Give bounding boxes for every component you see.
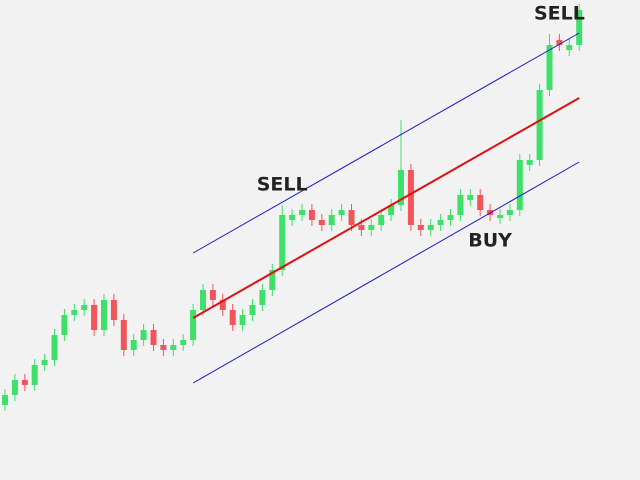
candle-body	[269, 270, 276, 290]
candle-body	[11, 380, 18, 395]
candle-body	[180, 340, 187, 345]
candle-body	[229, 310, 236, 325]
candle-body	[516, 160, 523, 210]
candle-body	[318, 220, 325, 225]
candle-body	[477, 195, 484, 210]
candle-body	[120, 320, 127, 350]
candle-body	[299, 210, 305, 215]
channel-line	[192, 161, 580, 384]
candle-body	[497, 215, 503, 218]
annotation: SELL	[534, 3, 585, 25]
candle-body	[31, 365, 38, 385]
candle-body	[219, 300, 226, 310]
candle-body	[388, 205, 395, 215]
candle-body	[348, 210, 355, 225]
candle-body	[328, 215, 335, 225]
candle-body	[467, 195, 474, 200]
candle-body	[170, 345, 177, 350]
candle-body	[566, 45, 573, 50]
candle-body	[81, 305, 88, 310]
candle-body	[506, 210, 513, 215]
candle-body	[71, 310, 78, 315]
candle-body	[150, 330, 157, 345]
candle-body	[130, 340, 137, 350]
annotation: SELL	[257, 174, 308, 196]
candle-body	[21, 380, 28, 385]
candle-body	[417, 225, 424, 230]
channel-line	[192, 32, 580, 254]
candle-body	[546, 45, 553, 90]
candle-body	[437, 220, 444, 225]
candle-body	[140, 330, 147, 340]
candle-body	[249, 305, 256, 315]
candle-body	[427, 225, 434, 230]
candle-body	[368, 225, 375, 230]
candle-body	[338, 210, 345, 215]
candle-body	[556, 40, 563, 45]
candle-body	[91, 305, 98, 330]
candle-body	[407, 170, 414, 225]
candle-body	[200, 290, 206, 310]
candle-body	[160, 345, 167, 350]
candle-body	[308, 210, 315, 220]
candle-body	[358, 225, 365, 230]
candle-body	[239, 315, 246, 325]
candle-body	[190, 310, 197, 340]
candle-body	[447, 215, 454, 220]
annotation: BUY	[468, 230, 512, 252]
candle-body	[576, 10, 583, 45]
candle-body	[51, 335, 58, 360]
channel-line	[192, 97, 580, 319]
candle-body	[457, 195, 464, 215]
candle-body	[61, 315, 68, 335]
candle-body	[526, 160, 533, 165]
candle-body	[101, 300, 107, 330]
candle-body	[209, 290, 216, 300]
candle-body	[398, 170, 404, 205]
candle-body	[378, 215, 385, 225]
candle-body	[259, 290, 266, 305]
candle-body	[289, 215, 296, 220]
candle-body	[110, 300, 117, 320]
candle-body	[279, 215, 286, 270]
candle-body	[2, 395, 8, 405]
candle-body	[536, 90, 543, 160]
candle-body	[41, 360, 48, 365]
